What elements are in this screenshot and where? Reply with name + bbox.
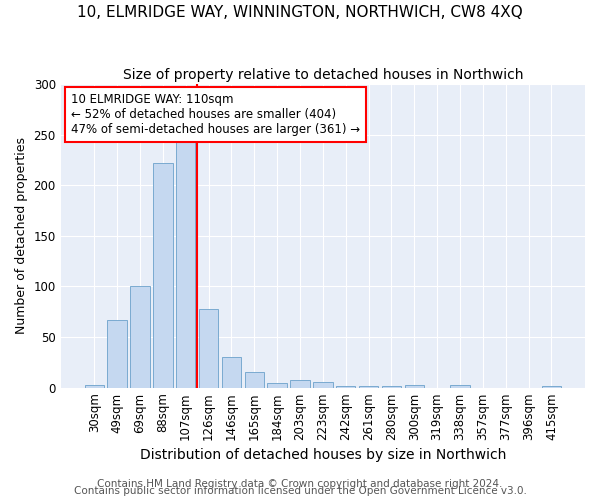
Bar [85, 384, 104, 388]
Bar [542, 386, 561, 388]
Bar [359, 386, 378, 388]
Title: Size of property relative to detached houses in Northwich: Size of property relative to detached ho… [122, 68, 523, 82]
Bar [199, 308, 218, 388]
Bar [290, 380, 310, 388]
Bar [268, 382, 287, 388]
Bar [404, 384, 424, 388]
Bar [313, 382, 332, 388]
Text: Contains HM Land Registry data © Crown copyright and database right 2024.: Contains HM Land Registry data © Crown c… [97, 479, 503, 489]
Bar [221, 358, 241, 388]
Bar [245, 372, 264, 388]
Bar [107, 320, 127, 388]
Text: 10 ELMRIDGE WAY: 110sqm
← 52% of detached houses are smaller (404)
47% of semi-d: 10 ELMRIDGE WAY: 110sqm ← 52% of detache… [71, 93, 360, 136]
Text: Contains public sector information licensed under the Open Government Licence v3: Contains public sector information licen… [74, 486, 526, 496]
Bar [450, 384, 470, 388]
Bar [382, 386, 401, 388]
Bar [130, 286, 149, 388]
Y-axis label: Number of detached properties: Number of detached properties [15, 138, 28, 334]
Bar [336, 386, 355, 388]
X-axis label: Distribution of detached houses by size in Northwich: Distribution of detached houses by size … [140, 448, 506, 462]
Bar [153, 163, 173, 388]
Text: 10, ELMRIDGE WAY, WINNINGTON, NORTHWICH, CW8 4XQ: 10, ELMRIDGE WAY, WINNINGTON, NORTHWICH,… [77, 5, 523, 20]
Bar [176, 140, 196, 388]
